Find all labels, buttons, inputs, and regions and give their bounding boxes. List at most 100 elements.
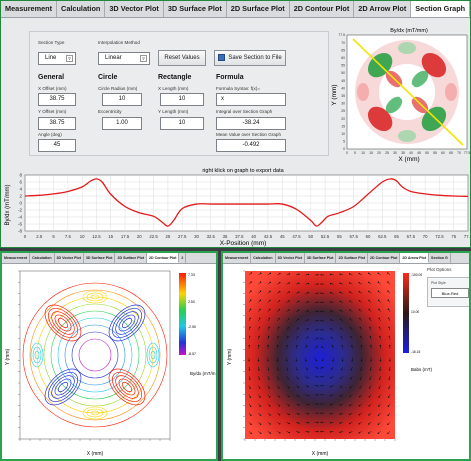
arrow-tab-2d-arrow-plot[interactable]: 2D Arrow Plot — [400, 253, 430, 263]
arrow-head — [277, 335, 279, 338]
contour-outer-lobe — [90, 294, 100, 300]
arrow-head — [297, 404, 300, 406]
arrow-head — [269, 272, 272, 275]
arrow-tab-3d-vector-plot[interactable]: 3D Vector Plot — [275, 253, 305, 263]
contour-tab-3d-surface-plot[interactable]: 3D Surface Plot — [83, 253, 116, 263]
arrow-head — [329, 422, 332, 424]
arrow-head — [370, 344, 372, 347]
main-tab-2d-contour-plot[interactable]: 2D Contour Plot — [289, 1, 355, 17]
arrow-head — [329, 431, 332, 433]
arrow-head — [288, 273, 291, 275]
arrow-tab-calculation[interactable]: Calculation — [251, 253, 276, 263]
main-tab-measurement[interactable]: Measurement — [1, 1, 58, 17]
arrow-head — [307, 385, 309, 388]
section-map-plot[interactable]: By/dx (mT/mm) 0 5 10 15 20 25 30 35 40 45 50 55 60 65… — [331, 25, 471, 163]
arrow-head — [250, 272, 252, 274]
map-x-tick: 65 — [449, 151, 453, 155]
arrow-head — [339, 422, 341, 424]
contour-ring — [43, 303, 147, 407]
arrow-head — [339, 395, 342, 397]
arrow-head — [278, 387, 280, 389]
map-x-tick: 0 — [346, 151, 348, 155]
y-tick-label: 2 — [19, 194, 22, 199]
contour-outer-lobe — [82, 406, 108, 420]
contour-cbar-mid1: 2.50 — [188, 300, 195, 304]
arrow-tab-measurement[interactable]: Measurement — [223, 253, 252, 263]
section-graph[interactable]: right klick on graph to export data 0 2.5… — [3, 165, 470, 247]
arrow-head — [316, 337, 319, 340]
arrow-head — [295, 360, 298, 362]
contour-lobe — [48, 372, 78, 402]
contour-lobe — [108, 304, 146, 342]
contour-tab-calculation[interactable]: Calculation — [30, 253, 55, 263]
arrow-head — [339, 404, 341, 406]
arrow-head — [379, 335, 381, 338]
arrow-head — [269, 308, 271, 311]
map-y-tick: 10 — [341, 132, 345, 136]
contour-tab-2d-surface-plot[interactable]: 2D Surface Plot — [115, 253, 148, 263]
save-section-button[interactable]: Save Section to File — [214, 50, 286, 66]
contour-outer-lobe — [82, 290, 108, 304]
contour-plot[interactable]: 7.33 2.50 -2.50 -8.57 By/dx (mT/m X (mm)… — [2, 265, 216, 459]
arrow-tab-section-g[interactable]: Section G — [429, 253, 451, 263]
main-tab-section-graph[interactable]: Section Graph — [411, 1, 470, 17]
x-tick-label: 0 — [24, 234, 27, 239]
arrow-head — [259, 308, 261, 311]
interpolation-select[interactable]: Linear ▿ — [98, 52, 150, 65]
eccentricity-field[interactable]: 1.00 — [102, 117, 142, 130]
arrow-head — [257, 360, 260, 362]
main-tab-2d-surface-plot[interactable]: 2D Surface Plot — [226, 1, 290, 17]
y-length-field[interactable]: 10 — [160, 117, 204, 130]
main-tab-3d-vector-plot[interactable]: 3D Vector Plot — [105, 1, 164, 17]
arrow-head — [307, 413, 310, 415]
formula-syntax-field[interactable]: x — [216, 93, 286, 106]
contour-lobe — [112, 308, 142, 338]
arrow-heatmap — [245, 271, 395, 439]
main-tab-2d-arrow-plot[interactable]: 2D Arrow Plot — [354, 1, 412, 17]
arrow-plot[interactable]: -100.00 10.00 -16.15 Babs (mT) X (mm) Y … — [223, 265, 469, 459]
arrow-head — [378, 387, 380, 389]
arrow-tab-3d-surface-plot[interactable]: 3D Surface Plot — [304, 253, 337, 263]
arrow-head — [268, 326, 270, 329]
map-y-tick: 77.5 — [338, 33, 345, 37]
arrow-head — [248, 369, 251, 371]
section-type-select[interactable]: Line ▿ — [38, 52, 76, 65]
circle-radius-field[interactable]: 10 — [102, 93, 142, 106]
contour-tab-measurement[interactable]: Measurement — [2, 253, 31, 263]
arrow-plot-window: Measurement Calculation 3D Vector Plot 3D S… — [221, 251, 471, 461]
x-length-field[interactable]: 10 — [160, 93, 204, 106]
arrow-head — [249, 387, 251, 389]
map-y-tick: 50 — [341, 71, 345, 75]
arrow-head — [358, 300, 361, 302]
arrow-head — [307, 377, 309, 379]
map-x-tick: 25 — [385, 151, 389, 155]
arrow-head — [258, 326, 261, 329]
section-line[interactable] — [352, 38, 464, 146]
angle-field[interactable]: 45 — [38, 139, 76, 152]
arrow-tab-2d-surface-plot[interactable]: 2D Surface Plot — [336, 253, 369, 263]
arrow-head — [387, 290, 389, 292]
main-tab-3d-surface-plot[interactable]: 3D Surface Plot — [163, 1, 227, 17]
arrow-head — [320, 385, 322, 387]
contour-tab-3d-vector-plot[interactable]: 3D Vector Plot — [54, 253, 84, 263]
y-offset-field[interactable]: 38.75 — [38, 117, 76, 130]
circle-title: Circle — [98, 74, 118, 81]
section-graph-x-ticks: 0 2.5 5 7.5 10 12.5 15 17.5 20 22.5 25 27.5 30 32.5 35… — [24, 234, 470, 239]
reset-values-button[interactable]: Reset Values — [158, 50, 206, 66]
arrow-head — [268, 317, 271, 320]
contour-tab-2d-contour-plot[interactable]: 2D Contour Plot — [147, 253, 180, 263]
x-offset-field[interactable]: 38.75 — [38, 93, 76, 106]
arrow-tab-2d-contour-plot[interactable]: 2D Contour Plot — [368, 253, 401, 263]
arrow-head — [351, 344, 353, 347]
plot-style-select[interactable]: Blue-Red — [431, 288, 469, 298]
map-x-tick: 35 — [401, 151, 405, 155]
main-tab-calculation[interactable]: Calculation — [57, 1, 106, 17]
arrow-head — [279, 423, 281, 425]
arrow-head — [359, 326, 361, 329]
arrow-head — [389, 344, 391, 347]
contour-tab-2[interactable]: 2 — [179, 253, 187, 263]
x-tick-label: 67.5 — [407, 234, 416, 239]
arrow-head — [277, 378, 280, 380]
arrow-head — [317, 310, 319, 313]
arrow-head — [269, 432, 271, 434]
